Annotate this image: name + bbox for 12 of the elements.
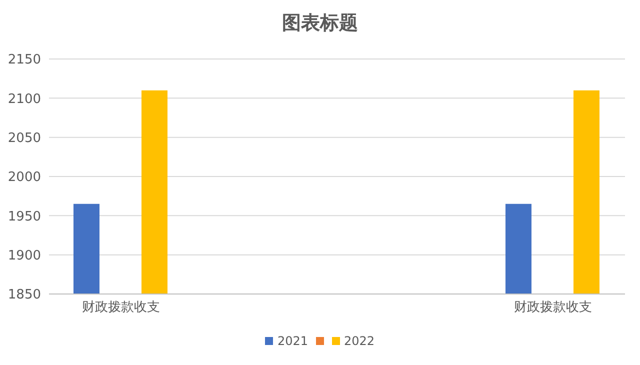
x-tick-label: 财政拨款收支 — [514, 300, 592, 316]
y-tick-label: 2050 — [8, 130, 41, 146]
y-tick-label: 2000 — [8, 170, 41, 186]
y-tick-label: 1900 — [8, 248, 41, 264]
y-tick-label: 2100 — [8, 92, 41, 107]
y-tick-label: 1950 — [8, 209, 41, 224]
legend-label: 2022 — [344, 334, 375, 348]
y-tick-label: 1850 — [8, 288, 41, 303]
y-tick-label: 2150 — [8, 52, 41, 68]
legend-label: 2021 — [277, 334, 308, 348]
chart-title: 图表标题 — [281, 11, 359, 36]
x-tick-label: 财政拨款收支 — [82, 300, 160, 316]
